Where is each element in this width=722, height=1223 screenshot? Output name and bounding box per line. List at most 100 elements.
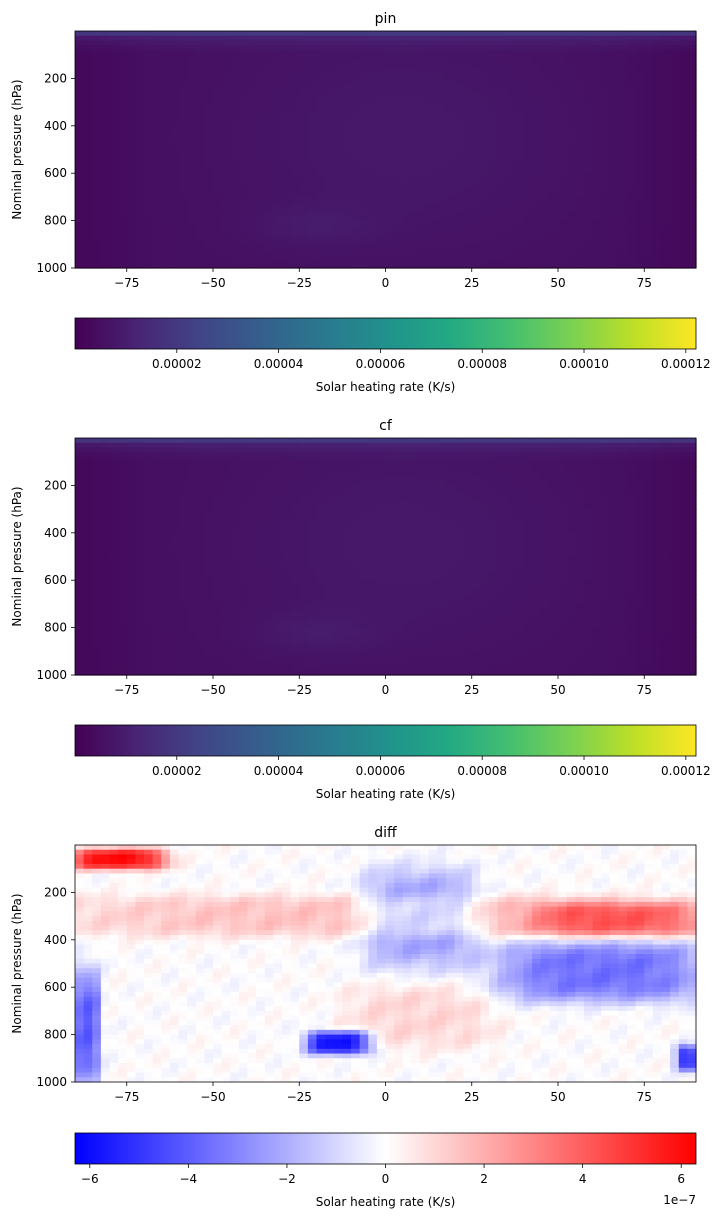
heatmap-cell xyxy=(325,36,334,41)
heatmap-cell xyxy=(75,216,84,221)
heatmap-cell xyxy=(291,154,300,159)
heatmap-cell xyxy=(420,83,429,88)
heatmap-cell xyxy=(601,211,610,216)
heatmap-cell xyxy=(161,481,170,486)
heatmap-cell xyxy=(394,183,403,188)
heatmap-cell xyxy=(101,102,110,107)
heatmap-cell xyxy=(489,481,498,486)
heatmap-cell xyxy=(256,159,265,164)
heatmap-cell xyxy=(644,202,653,207)
heatmap-cell xyxy=(411,495,420,500)
heatmap-cell xyxy=(153,64,162,69)
heatmap-cell xyxy=(230,244,239,249)
heatmap-cell xyxy=(84,206,93,211)
heatmap-cell xyxy=(360,244,369,249)
heatmap-cell xyxy=(351,121,360,126)
heatmap-cell xyxy=(636,438,645,443)
heatmap-cell xyxy=(567,40,576,45)
heatmap-cell xyxy=(127,183,136,188)
heatmap-cell xyxy=(524,159,533,164)
heatmap-cell xyxy=(377,50,386,55)
heatmap-cell xyxy=(653,519,662,524)
heatmap-cell xyxy=(394,173,403,178)
heatmap-cell xyxy=(455,216,464,221)
heatmap-cell xyxy=(127,509,136,514)
colorbar-tick-label: 0.00008 xyxy=(457,357,507,371)
heatmap-cell xyxy=(110,211,119,216)
heatmap-cell xyxy=(524,183,533,188)
heatmap-cell xyxy=(360,447,369,452)
heatmap-cell xyxy=(610,211,619,216)
heatmap-cell xyxy=(515,206,524,211)
heatmap-cell xyxy=(135,50,144,55)
heatmap-cell xyxy=(187,135,196,140)
heatmap-cell xyxy=(593,443,602,448)
heatmap-cell xyxy=(420,447,429,452)
heatmap-cell xyxy=(644,168,653,173)
heatmap-cell xyxy=(256,187,265,192)
heatmap-cell xyxy=(506,55,515,60)
heatmap-cell xyxy=(541,45,550,50)
heatmap-cell xyxy=(377,112,386,117)
heatmap-cell xyxy=(541,93,550,98)
heatmap-cell xyxy=(230,64,239,69)
heatmap-cell xyxy=(273,112,282,117)
heatmap-cell xyxy=(687,490,696,495)
heatmap-cell xyxy=(351,523,360,528)
heatmap-cell xyxy=(187,93,196,98)
heatmap-cell xyxy=(92,107,101,112)
heatmap-cell xyxy=(662,490,671,495)
heatmap-cell xyxy=(610,500,619,505)
heatmap-cell xyxy=(403,519,412,524)
heatmap-cell xyxy=(187,121,196,126)
heatmap-cell xyxy=(446,164,455,169)
heatmap-cell xyxy=(394,490,403,495)
heatmap-cell xyxy=(84,230,93,235)
heatmap-cell xyxy=(368,107,377,112)
heatmap-cell xyxy=(75,490,84,495)
heatmap-cell xyxy=(325,178,334,183)
heatmap-cell xyxy=(593,168,602,173)
heatmap-cell xyxy=(368,249,377,254)
heatmap-cell xyxy=(360,159,369,164)
heatmap-cell xyxy=(610,178,619,183)
heatmap-cell xyxy=(420,74,429,79)
heatmap-cell xyxy=(610,97,619,102)
heatmap-cell xyxy=(368,438,377,443)
heatmap-cell xyxy=(351,438,360,443)
heatmap-cell xyxy=(463,45,472,50)
heatmap-cell xyxy=(584,197,593,202)
heatmap-cell xyxy=(230,183,239,188)
heatmap-cell xyxy=(101,50,110,55)
colorbar-label: Solar heating rate (K/s) xyxy=(316,380,456,394)
heatmap-cell xyxy=(549,145,558,150)
heatmap-cell xyxy=(601,509,610,514)
heatmap-cell xyxy=(110,259,119,264)
heatmap-cell xyxy=(610,438,619,443)
heatmap-cell xyxy=(644,476,653,481)
heatmap-cell xyxy=(610,164,619,169)
heatmap-cell xyxy=(636,121,645,126)
heatmap-cell xyxy=(135,116,144,121)
heatmap-cell xyxy=(662,216,671,221)
heatmap-cell xyxy=(567,74,576,79)
heatmap-cell xyxy=(230,40,239,45)
heatmap-cell xyxy=(506,438,515,443)
heatmap-cell xyxy=(463,443,472,448)
heatmap-cell xyxy=(524,476,533,481)
heatmap-cell xyxy=(153,55,162,60)
heatmap-cell xyxy=(368,102,377,107)
heatmap-cell xyxy=(687,159,696,164)
heatmap-cell xyxy=(463,490,472,495)
heatmap-cell xyxy=(161,514,170,519)
heatmap-cell xyxy=(662,150,671,155)
heatmap-cell xyxy=(317,173,326,178)
heatmap-cell xyxy=(118,452,127,457)
heatmap-cell xyxy=(248,211,257,216)
heatmap-cell xyxy=(567,457,576,462)
heatmap-cell xyxy=(636,45,645,50)
heatmap-cell xyxy=(584,504,593,509)
heatmap-cell xyxy=(455,88,464,93)
heatmap-cell xyxy=(127,159,136,164)
heatmap-cell xyxy=(84,64,93,69)
